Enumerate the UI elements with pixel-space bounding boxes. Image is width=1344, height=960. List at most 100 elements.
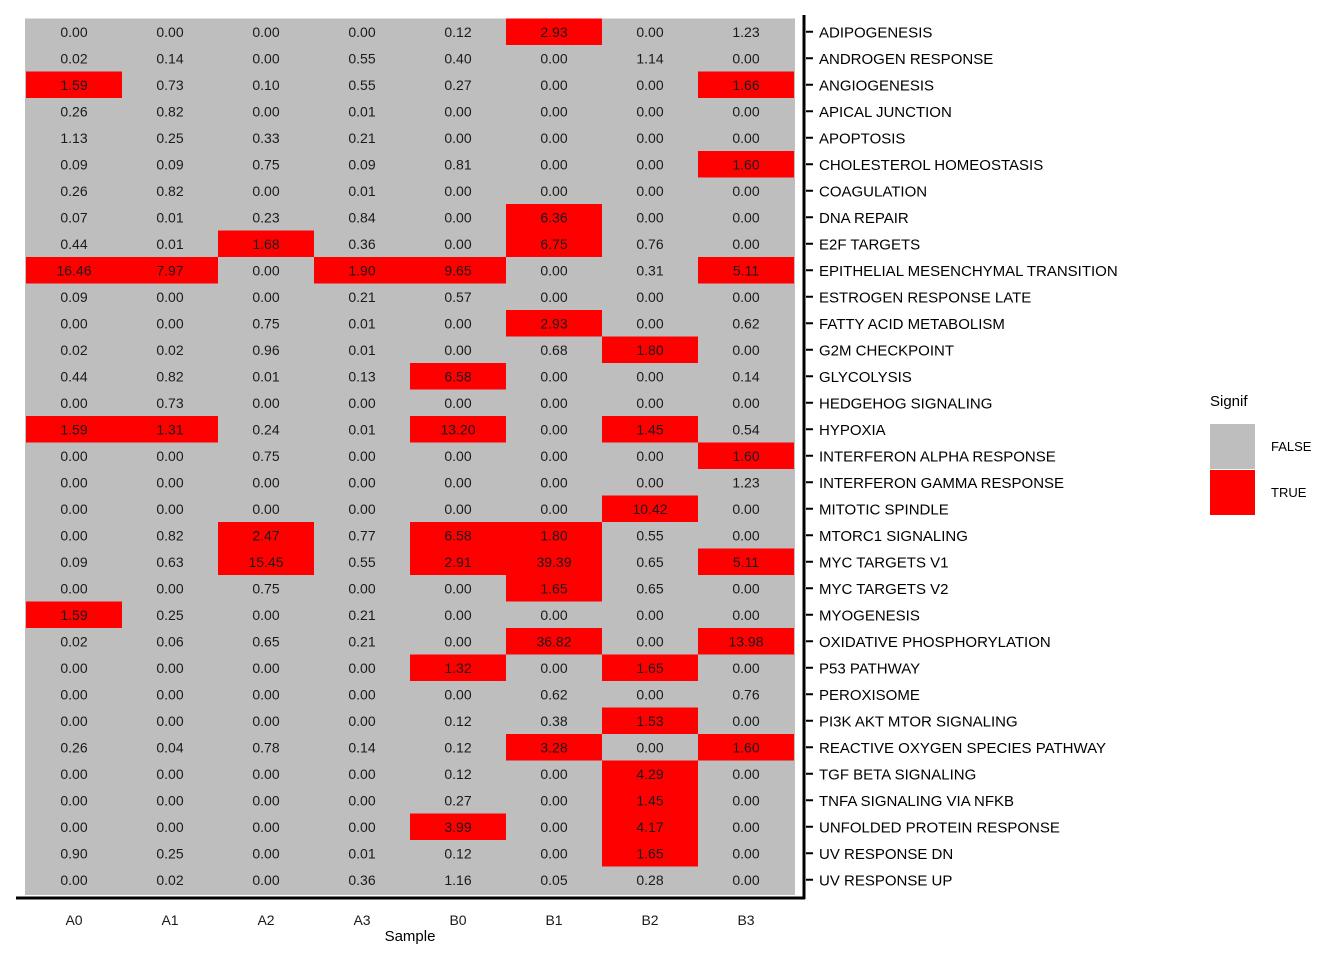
- row-label: HEDGEHOG SIGNALING: [819, 395, 992, 412]
- cell-value: 0.00: [444, 633, 471, 649]
- row-label: COAGULATION: [819, 183, 927, 200]
- cell-value: 0.12: [444, 24, 471, 40]
- cell-value: 0.96: [252, 342, 279, 358]
- cell-value: 0.00: [540, 103, 567, 119]
- row-label: PEROXISOME: [819, 687, 920, 704]
- row-label: APICAL JUNCTION: [819, 104, 952, 121]
- cell-value: 16.46: [56, 262, 91, 278]
- cell-value: 0.00: [60, 580, 87, 596]
- cell-value: 0.00: [60, 819, 87, 835]
- cell-value: 0.44: [60, 236, 87, 252]
- cell-value: 0.00: [444, 236, 471, 252]
- heatmap-cell-signif: [218, 548, 314, 575]
- row-label: MYOGENESIS: [819, 607, 920, 624]
- cell-value: 1.53: [636, 713, 663, 729]
- cell-value: 0.00: [540, 289, 567, 305]
- cell-value: 0.00: [156, 289, 183, 305]
- cell-value: 0.55: [348, 50, 375, 66]
- heatmap-axes: [16, 15, 806, 900]
- row-label: OXIDATIVE PHOSPHORYLATION: [819, 634, 1051, 651]
- cell-value: 0.00: [444, 501, 471, 517]
- cell-value: 6.58: [444, 368, 471, 384]
- cell-value: 0.00: [636, 607, 663, 623]
- cell-value: 1.90: [348, 262, 375, 278]
- cell-value: 1.65: [540, 580, 567, 596]
- cell-value: 0.00: [252, 766, 279, 782]
- cell-value: 0.00: [732, 395, 759, 411]
- cell-value: 0.00: [636, 448, 663, 464]
- cell-value: 0.01: [348, 183, 375, 199]
- row-label: MYC TARGETS V1: [819, 554, 948, 571]
- cell-value: 0.33: [252, 130, 279, 146]
- cell-value: 0.00: [732, 527, 759, 543]
- cell-value: 1.60: [732, 448, 759, 464]
- cell-value: 0.21: [348, 130, 375, 146]
- cell-value: 13.98: [728, 633, 763, 649]
- heatmap-panel: [25, 18, 795, 895]
- cell-value: 0.00: [252, 474, 279, 490]
- cell-value: 0.62: [732, 315, 759, 331]
- cell-value: 0.12: [444, 766, 471, 782]
- cell-value: 0.00: [348, 474, 375, 490]
- cell-value: 1.80: [540, 527, 567, 543]
- cell-value: 5.11: [733, 262, 759, 278]
- cell-value: 0.62: [540, 686, 567, 702]
- column-labels: A0 A1 A2 A3 B0 B1 B2 B3: [65, 912, 754, 928]
- row-label: P53 PATHWAY: [819, 660, 920, 677]
- column-label: B0: [449, 912, 466, 928]
- cell-value: 3.28: [540, 739, 567, 755]
- cell-value: 0.00: [156, 792, 183, 808]
- cell-value: 0.00: [636, 156, 663, 172]
- heatmap-cell-signif: [698, 734, 794, 761]
- heatmap-cell-signif: [410, 257, 506, 284]
- cell-value: 0.26: [60, 183, 87, 199]
- heatmap-cell-signif: [122, 416, 218, 443]
- cell-value: 0.00: [60, 792, 87, 808]
- cell-value: 0.00: [732, 501, 759, 517]
- cell-value: 0.76: [732, 686, 759, 702]
- cell-value: 1.32: [444, 660, 471, 676]
- cell-value: 0.00: [540, 448, 567, 464]
- column-label: A0: [65, 912, 82, 928]
- cell-value: 1.23: [732, 474, 759, 490]
- cell-value: 0.09: [60, 554, 87, 570]
- cell-value: 0.65: [636, 554, 663, 570]
- cell-value: 0.00: [444, 395, 471, 411]
- cell-value: 13.20: [440, 421, 475, 437]
- cell-value: 0.00: [732, 792, 759, 808]
- cell-value: 0.00: [348, 448, 375, 464]
- cell-value: 0.27: [444, 792, 471, 808]
- cell-value: 0.00: [540, 819, 567, 835]
- heatmap-cell-signif: [26, 257, 122, 284]
- cell-value: 0.00: [252, 845, 279, 861]
- heatmap-cell-signif: [410, 548, 506, 575]
- cell-value: 0.00: [252, 660, 279, 676]
- cell-value: 1.60: [732, 156, 759, 172]
- heatmap-cell-signif: [698, 548, 794, 575]
- heatmap-cells: 0.00 0.00 0.00 0.00 0.12 2.93 0.00 1.23 0.02 0.14…: [25, 18, 795, 895]
- cell-value: 0.00: [252, 872, 279, 888]
- cell-value: 0.00: [252, 686, 279, 702]
- cell-value: 0.76: [636, 236, 663, 252]
- cell-value: 0.00: [732, 183, 759, 199]
- cell-value: 0.00: [348, 395, 375, 411]
- cell-value: 0.57: [444, 289, 471, 305]
- cell-value: 0.10: [252, 77, 279, 93]
- cell-value: 0.26: [60, 103, 87, 119]
- cell-value: 0.00: [348, 766, 375, 782]
- row-label: INTERFERON ALPHA RESPONSE: [819, 448, 1056, 465]
- cell-value: 0.00: [444, 315, 471, 331]
- cell-value: 0.00: [732, 103, 759, 119]
- cell-value: 10.42: [632, 501, 667, 517]
- heatmap-cell-signif: [602, 707, 698, 734]
- cell-value: 0.00: [636, 130, 663, 146]
- cell-value: 0.31: [636, 262, 663, 278]
- cell-value: 6.36: [540, 209, 567, 225]
- cell-value: 2.47: [252, 527, 279, 543]
- cell-value: 1.23: [732, 24, 759, 40]
- cell-value: 0.55: [348, 77, 375, 93]
- cell-value: 0.00: [444, 474, 471, 490]
- cell-value: 1.60: [732, 739, 759, 755]
- x-axis-title: Sample: [385, 928, 436, 945]
- cell-value: 0.00: [348, 686, 375, 702]
